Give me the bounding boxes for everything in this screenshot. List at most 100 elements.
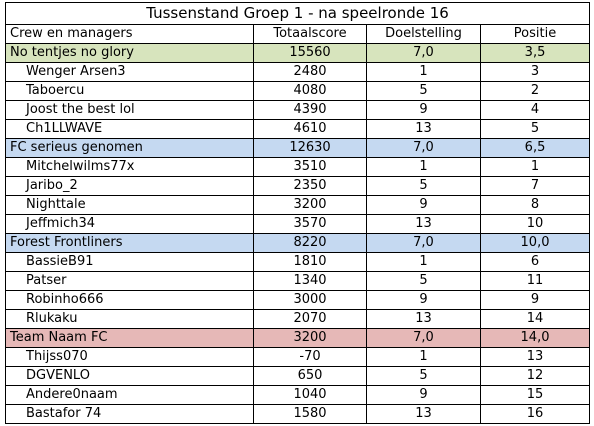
team-name-cell[interactable]: Team Naam FC [5,328,254,348]
player-name-cell[interactable]: Jaribo_2 [5,176,254,196]
player-name-cell[interactable]: Andere0naam [5,385,254,405]
player-name-cell[interactable]: Rlukaku [5,309,254,329]
totaalscore-cell[interactable]: 4390 [253,100,367,120]
player-name-cell[interactable]: Wenger Arsen3 [5,62,254,82]
doelstelling-cell[interactable]: 1 [366,347,481,367]
doelstelling-cell[interactable]: 13 [366,404,481,424]
player-name-cell[interactable]: Taboercu [5,81,254,101]
totaalscore-cell[interactable]: 1580 [253,404,367,424]
doelstelling-cell[interactable]: 7,0 [366,328,481,348]
player-row: BassieB91 1810 1 6 [5,252,591,272]
totaalscore-cell[interactable]: 8220 [253,233,367,253]
player-name-cell[interactable]: Nighttale [5,195,254,215]
positie-cell[interactable]: 7 [479,176,591,196]
doelstelling-cell[interactable]: 9 [366,100,481,120]
positie-cell[interactable]: 6,5 [479,138,591,158]
player-name-cell[interactable]: Mitchelwilms77x [5,157,254,177]
doelstelling-cell[interactable]: 13 [366,119,481,139]
totaalscore-cell[interactable]: 12630 [253,138,367,158]
totaalscore-cell[interactable]: 2350 [253,176,367,196]
totaalscore-cell[interactable]: 3200 [253,328,367,348]
totaalscore-cell[interactable]: 3200 [253,195,367,215]
positie-cell[interactable]: 11 [479,271,591,291]
team-name-cell[interactable]: Forest Frontliners [5,233,254,253]
totaalscore-cell[interactable]: 15560 [253,43,367,63]
positie-cell[interactable]: 1 [479,157,591,177]
totaalscore-cell[interactable]: 3510 [253,157,367,177]
player-row: Robinho666 3000 9 9 [5,290,591,310]
player-name-cell[interactable]: Robinho666 [5,290,254,310]
standings-table-body: Tussenstand Groep 1 - na speelronde 16 C… [4,2,591,424]
header-crew-managers[interactable]: Crew en managers [5,24,254,44]
header-totaalscore[interactable]: Totaalscore [253,24,367,44]
player-name-cell[interactable]: Bastafor 74 [5,404,254,424]
doelstelling-cell[interactable]: 7,0 [366,43,481,63]
doelstelling-cell[interactable]: 9 [366,195,481,215]
doelstelling-cell[interactable]: 9 [366,290,481,310]
positie-cell[interactable]: 10 [479,214,591,234]
team-row: No tentjes no glory 15560 7,0 3,5 [5,43,591,63]
table-title[interactable]: Tussenstand Groep 1 - na speelronde 16 [4,2,591,25]
player-row: Nighttale 3200 9 8 [5,195,591,215]
totaalscore-cell[interactable]: 1810 [253,252,367,272]
totaalscore-cell[interactable]: 2480 [253,62,367,82]
header-positie[interactable]: Positie [479,24,591,44]
doelstelling-cell[interactable]: 9 [366,385,481,405]
player-name-cell[interactable]: Thijss070 [5,347,254,367]
team-name-cell[interactable]: FC serieus genomen [5,138,254,158]
header-row: Crew en managers Totaalscore Doelstellin… [5,24,591,44]
positie-cell[interactable]: 6 [479,252,591,272]
positie-cell[interactable]: 8 [479,195,591,215]
totaalscore-cell[interactable]: 3000 [253,290,367,310]
totaalscore-cell[interactable]: 1340 [253,271,367,291]
player-name-cell[interactable]: Patser [5,271,254,291]
player-row: Bastafor 74 1580 13 16 [5,404,591,424]
doelstelling-cell[interactable]: 5 [366,366,481,386]
doelstelling-cell[interactable]: 1 [366,62,481,82]
totaalscore-cell[interactable]: 4080 [253,81,367,101]
positie-cell[interactable]: 16 [479,404,591,424]
doelstelling-cell[interactable]: 1 [366,252,481,272]
player-row: Thijss070 -70 1 13 [5,347,591,367]
player-name-cell[interactable]: Jeffmich34 [5,214,254,234]
positie-cell[interactable]: 3,5 [479,43,591,63]
totaalscore-cell[interactable]: 2070 [253,309,367,329]
totaalscore-cell[interactable]: -70 [253,347,367,367]
positie-cell[interactable]: 3 [479,62,591,82]
doelstelling-cell[interactable]: 7,0 [366,138,481,158]
doelstelling-cell[interactable]: 5 [366,271,481,291]
positie-cell[interactable]: 5 [479,119,591,139]
totaalscore-cell[interactable]: 650 [253,366,367,386]
player-row: Jaribo_2 2350 5 7 [5,176,591,196]
player-name-cell[interactable]: BassieB91 [5,252,254,272]
totaalscore-cell[interactable]: 1040 [253,385,367,405]
positie-cell[interactable]: 13 [479,347,591,367]
doelstelling-cell[interactable]: 13 [366,214,481,234]
positie-cell[interactable]: 4 [479,100,591,120]
player-name-cell[interactable]: Ch1LLWAVE [5,119,254,139]
player-name-cell[interactable]: Joost the best lol [5,100,254,120]
doelstelling-cell[interactable]: 5 [366,81,481,101]
positie-cell[interactable]: 14 [479,309,591,329]
positie-cell[interactable]: 9 [479,290,591,310]
player-row: Rlukaku 2070 13 14 [5,309,591,329]
player-row: Wenger Arsen3 2480 1 3 [5,62,591,82]
doelstelling-cell[interactable]: 7,0 [366,233,481,253]
doelstelling-cell[interactable]: 13 [366,309,481,329]
positie-cell[interactable]: 10,0 [479,233,591,253]
doelstelling-cell[interactable]: 1 [366,157,481,177]
player-name-cell[interactable]: DGVENLO [5,366,254,386]
team-row: Forest Frontliners 8220 7,0 10,0 [5,233,591,253]
team-name-cell[interactable]: No tentjes no glory [5,43,254,63]
positie-cell[interactable]: 14,0 [479,328,591,348]
player-row: DGVENLO 650 5 12 [5,366,591,386]
header-doelstelling[interactable]: Doelstelling [366,24,481,44]
totaalscore-cell[interactable]: 3570 [253,214,367,234]
totaalscore-cell[interactable]: 4610 [253,119,367,139]
positie-cell[interactable]: 15 [479,385,591,405]
doelstelling-cell[interactable]: 5 [366,176,481,196]
positie-cell[interactable]: 2 [479,81,591,101]
player-row: Andere0naam 1040 9 15 [5,385,591,405]
positie-cell[interactable]: 12 [479,366,591,386]
title-row: Tussenstand Groep 1 - na speelronde 16 [4,2,591,25]
